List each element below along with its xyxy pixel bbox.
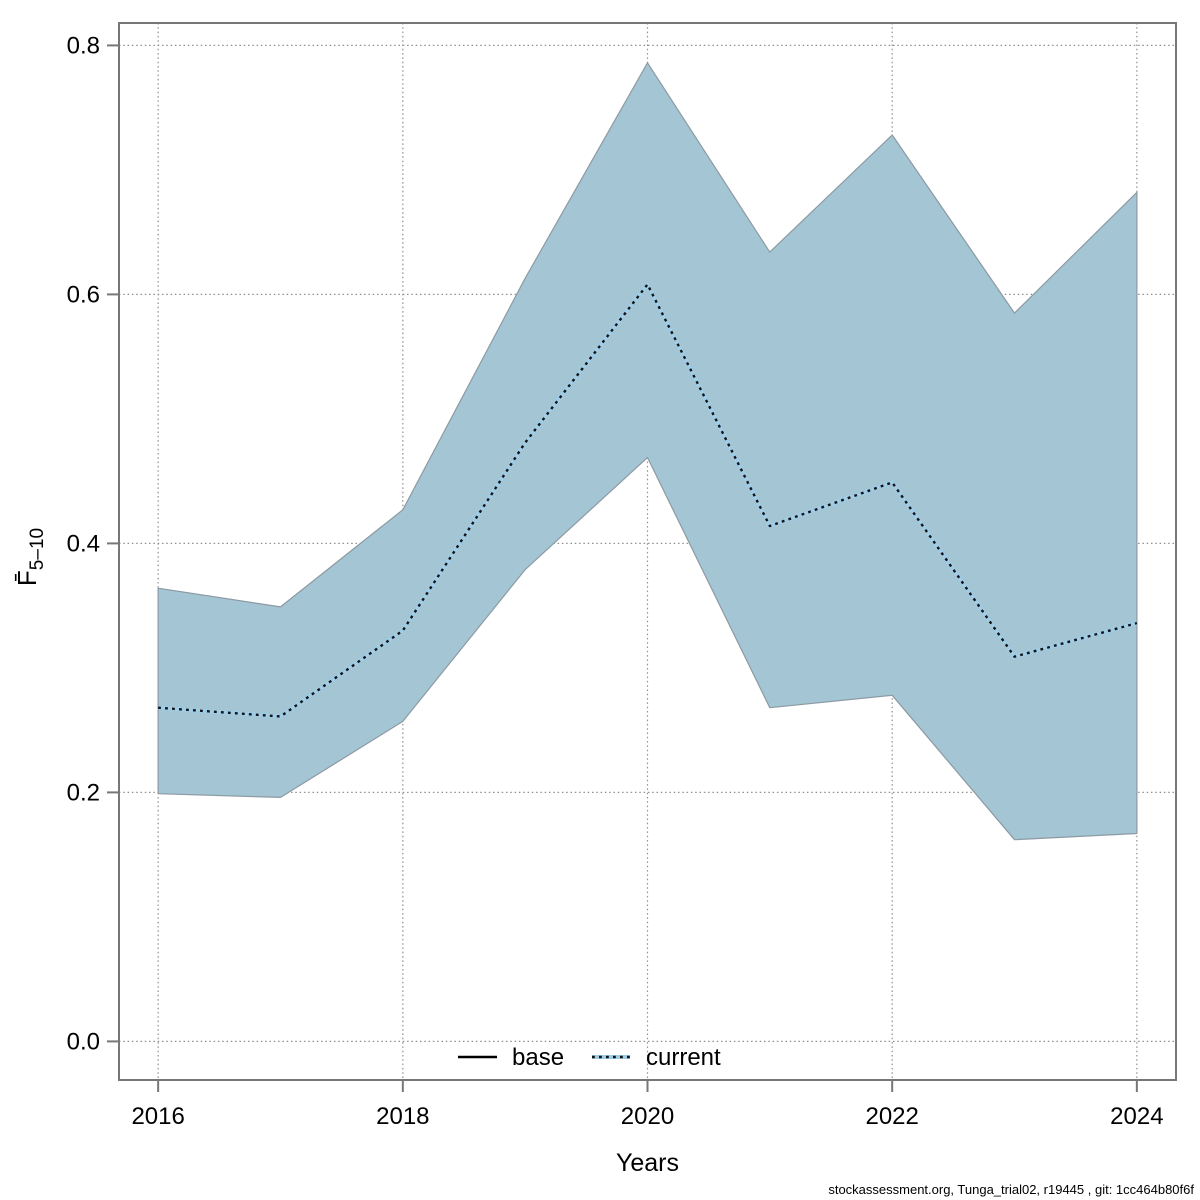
x-tick-label: 2020	[621, 1103, 674, 1130]
x-tick-label: 2018	[376, 1103, 429, 1130]
y-tick-label: 0.0	[67, 1028, 100, 1055]
y-tick-label: 0.2	[67, 779, 100, 806]
current-line	[158, 283, 1138, 718]
legend: base current	[458, 1044, 721, 1071]
confidence-band	[157, 62, 1138, 841]
y-tick-label: 0.4	[67, 530, 100, 557]
axis-ticks	[107, 44, 1138, 1092]
x-tick-label: 2022	[865, 1103, 918, 1130]
legend-label: current	[646, 1044, 721, 1071]
legend-item-current: current	[592, 1044, 721, 1071]
axis-tick-labels: 2016 2018 2020 2022 2024 0.0 0.2 0.4 0.6 0.8	[67, 32, 1164, 1130]
x-tick-label: 2016	[131, 1103, 184, 1130]
x-axis-title: Years	[616, 1149, 679, 1177]
y-axis-title: F̄5–10	[12, 528, 48, 586]
legend-item-base: base	[458, 1044, 564, 1071]
x-tick-label: 2024	[1110, 1103, 1163, 1130]
legend-label: base	[512, 1044, 564, 1071]
footer-attribution: stockassessment.org, Tunga_trial02, r194…	[828, 1182, 1194, 1197]
y-tick-label: 0.6	[67, 281, 100, 308]
y-tick-label: 0.8	[67, 32, 100, 59]
